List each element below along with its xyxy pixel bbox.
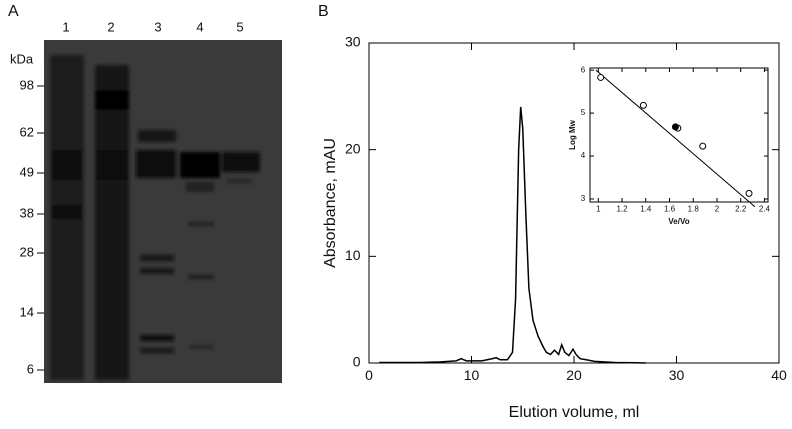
x-tick-label: 0 bbox=[365, 367, 373, 383]
plot-frame bbox=[368, 42, 780, 364]
lane-label: 3 bbox=[154, 19, 161, 34]
y-tick-label: 10 bbox=[345, 247, 361, 263]
data-point bbox=[597, 73, 605, 81]
x-tick-label: 1.8 bbox=[688, 205, 700, 214]
data-point bbox=[671, 123, 679, 131]
y-axis-label: Log Mw bbox=[568, 119, 577, 150]
x-tick-label: 1.2 bbox=[616, 205, 628, 214]
y-tick-label: 30 bbox=[345, 34, 361, 50]
data-point bbox=[639, 101, 647, 109]
marker-label: 28 bbox=[20, 244, 34, 259]
x-tick-label: 2.4 bbox=[759, 205, 771, 214]
lane-label: 1 bbox=[62, 19, 69, 34]
marker-label: 6 bbox=[27, 361, 34, 376]
y-tick-label: 0 bbox=[353, 354, 361, 370]
x-tick-label: 1.4 bbox=[640, 205, 652, 214]
chromatogram-line bbox=[379, 106, 646, 364]
marker-label: 62 bbox=[20, 124, 34, 139]
data-point bbox=[699, 142, 707, 150]
lane-label: 4 bbox=[196, 19, 203, 34]
y-tick-label: 20 bbox=[345, 140, 361, 156]
x-axis-label: Ve/Vo bbox=[668, 217, 689, 226]
x-tick-label: 1.6 bbox=[664, 205, 676, 214]
x-tick-label: 2 bbox=[715, 205, 720, 214]
gel-bands bbox=[50, 55, 260, 380]
lane-label: 2 bbox=[107, 19, 114, 34]
y-axis-label: Absorbance, mAU bbox=[322, 138, 339, 268]
y-tick-label: 6 bbox=[581, 65, 586, 74]
x-tick-label: 40 bbox=[771, 367, 787, 383]
x-axis-label: Elution volume, ml bbox=[509, 404, 640, 421]
y-tick-label: 4 bbox=[581, 151, 586, 160]
marker-label: 14 bbox=[20, 304, 34, 319]
x-tick-label: 20 bbox=[566, 367, 582, 383]
panel-label: A bbox=[8, 3, 19, 20]
plot-frame bbox=[589, 67, 769, 203]
panel-label: B bbox=[318, 3, 329, 20]
lane-label: 5 bbox=[236, 19, 243, 34]
x-tick-label: 1 bbox=[596, 205, 601, 214]
marker-label: 49 bbox=[20, 164, 34, 179]
marker-label: 38 bbox=[20, 205, 34, 220]
x-tick-label: 10 bbox=[464, 367, 480, 383]
marker-label: 98 bbox=[20, 77, 34, 92]
marker-unit: kDa bbox=[10, 51, 34, 66]
x-tick-label: 30 bbox=[669, 367, 685, 383]
y-tick-label: 3 bbox=[581, 194, 586, 203]
y-tick-label: 5 bbox=[581, 108, 586, 117]
fit-line bbox=[595, 69, 756, 208]
data-point bbox=[745, 189, 753, 197]
x-tick-label: 2.2 bbox=[735, 205, 747, 214]
